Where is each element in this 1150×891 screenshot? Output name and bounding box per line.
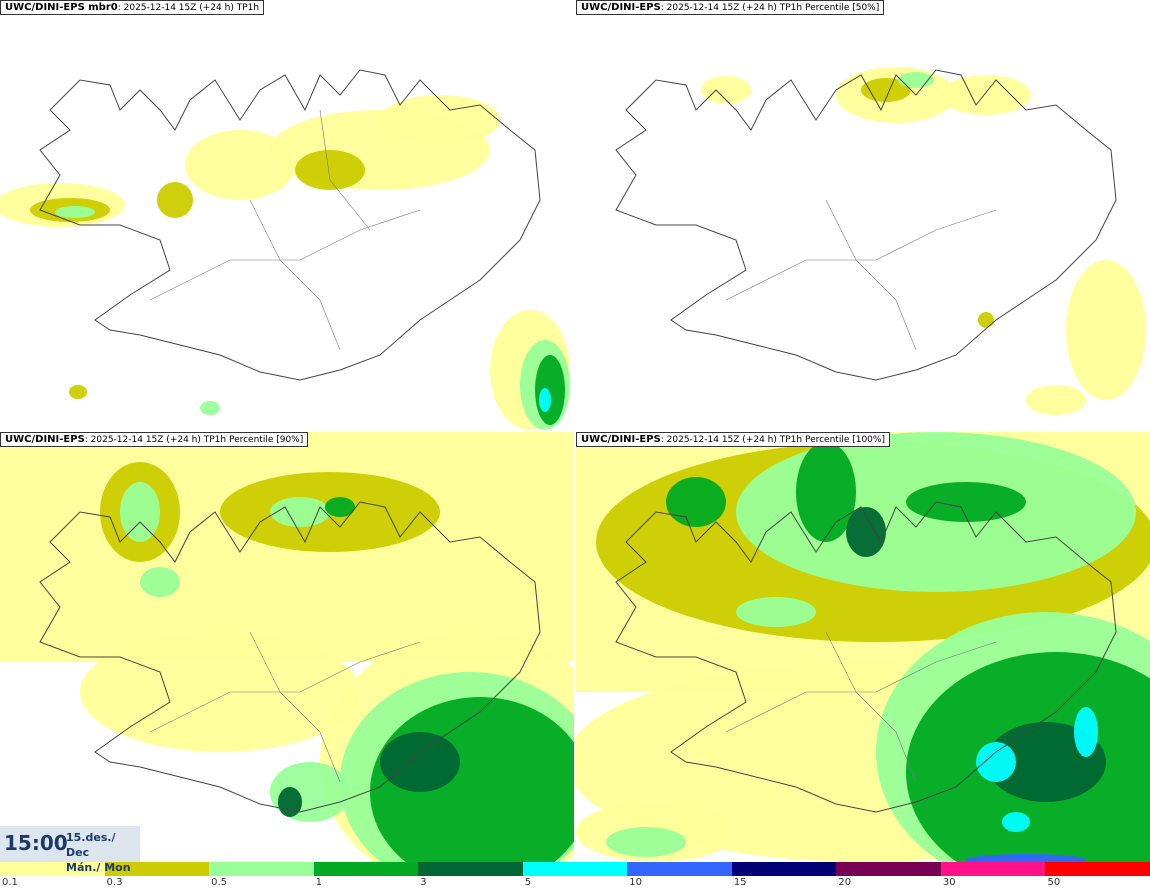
rivers (725, 631, 997, 783)
legend-color-bar (940, 862, 1046, 876)
legend-tick-label: 30 (942, 877, 956, 888)
legend-color-bar (731, 862, 837, 876)
precip-map (0, 69, 570, 430)
iceland-outline (615, 501, 1117, 813)
panel-title: UWC/DINI-EPS mbr0: 2025-12-14 15Z (+24 h… (0, 0, 265, 15)
map-panel-p50: UWC/DINI-EPS: 2025-12-14 15Z (+24 h) TP1… (576, 0, 1150, 430)
legend-tick-label: 20 (838, 877, 852, 888)
precip-fill (576, 432, 1150, 862)
date-line: 15.des./ Dec (66, 831, 116, 859)
precip-fill (0, 432, 574, 862)
legend-tick-label: 5 (524, 877, 532, 888)
legend-color-bar (313, 862, 419, 876)
precip-map (576, 432, 1150, 862)
map-panel-p100: UWC/DINI-EPS: 2025-12-14 15Z (+24 h) TP1… (576, 432, 1150, 862)
panel-title: UWC/DINI-EPS: 2025-12-14 15Z (+24 h) TP1… (0, 432, 309, 447)
legend-tick-label: 0.1 (2, 877, 18, 888)
iceland-outline (39, 69, 541, 381)
precip-map (615, 67, 1146, 415)
legend-tick-label: 10 (629, 877, 642, 888)
valid-date: 15.des./ Dec Mán./ Mon (66, 830, 140, 875)
legend-tick-label: 0.5 (211, 877, 227, 888)
rivers (149, 631, 421, 783)
legend-tick-label: 0.3 (106, 877, 123, 888)
precip-fill (701, 67, 1146, 415)
valid-time: 15:00 (4, 831, 68, 855)
rivers (149, 109, 421, 351)
day-line: Mán./ Mon (66, 861, 131, 874)
legend-color-bar (1045, 862, 1150, 876)
legend-tick-label: 15 (733, 877, 747, 888)
precip-map (0, 432, 574, 862)
legend-tick-label: 1 (315, 877, 322, 888)
color-legend: 0.1 0.3 0.5 1 3 5 10 15 20 30 50 (0, 862, 1150, 891)
legend-tick-label: 50 (1047, 877, 1061, 888)
legend-color-bar (0, 862, 106, 876)
legend-color-bar (418, 862, 524, 876)
iceland-outline (615, 69, 1117, 381)
panel-title: UWC/DINI-EPS: 2025-12-14 15Z (+24 h) TP1… (576, 0, 885, 15)
legend-color-bar (627, 862, 733, 876)
legend-color-bar (209, 862, 315, 876)
legend-color-bar (836, 862, 942, 876)
map-panel-mbr0: UWC/DINI-EPS mbr0: 2025-12-14 15Z (+24 h… (0, 0, 574, 430)
panel-separator-horizontal (0, 430, 1150, 432)
panel-title: UWC/DINI-EPS: 2025-12-14 15Z (+24 h) TP1… (576, 432, 890, 447)
precip-fill (0, 95, 570, 430)
valid-time-box: 15:00 15.des./ Dec Mán./ Mon (0, 826, 140, 874)
rivers (725, 199, 997, 351)
legend-tick-label: 3 (420, 877, 427, 888)
legend-color-bar (522, 862, 628, 876)
iceland-outline (39, 501, 541, 813)
legend-color-bar (104, 862, 210, 876)
map-panel-p90: UWC/DINI-EPS: 2025-12-14 15Z (+24 h) TP1… (0, 432, 574, 862)
